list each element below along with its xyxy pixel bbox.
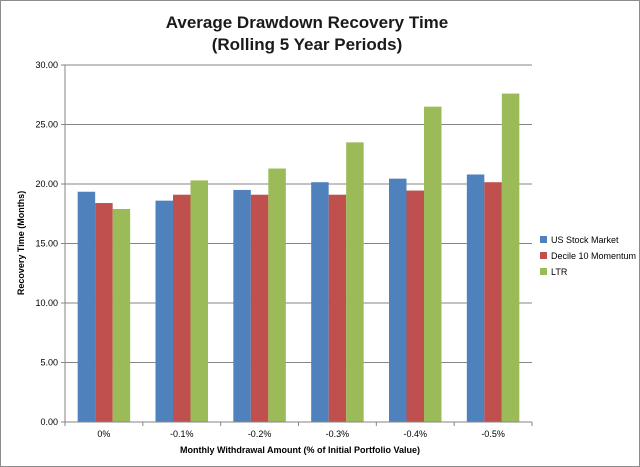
bar-decile-10-momentum-0: [95, 203, 113, 422]
bar-decile-10-momentum-5: [484, 182, 502, 422]
bars: [77, 93, 520, 423]
legend-swatch: [540, 236, 547, 243]
bar-decile-10-momentum-2: [250, 194, 269, 422]
y-tick-label: 20.00: [35, 179, 58, 189]
legend-label: LTR: [551, 267, 568, 277]
bar-ltr-0: [112, 208, 131, 422]
y-tick-labels: 0.00 5.00 10.00 15.00 20.00 25.00 30.00: [35, 60, 58, 427]
legend-label: Decile 10 Momentum: [551, 251, 636, 261]
chart-subtitle: (Rolling 5 Year Periods): [212, 35, 403, 54]
bar-us-stock-market-5: [466, 174, 485, 422]
bar-decile-10-momentum-3: [328, 194, 347, 422]
x-axis-title: Monthly Withdrawal Amount (% of Initial …: [180, 445, 420, 455]
axes: [61, 64, 533, 426]
gridlines: [65, 64, 532, 363]
y-tick-label: 15.00: [35, 239, 58, 249]
bar-ltr-4: [424, 106, 442, 423]
chart-title: Average Drawdown Recovery Time: [166, 13, 449, 32]
y-tick-label: 5.00: [40, 358, 58, 368]
bar-ltr-3: [346, 142, 364, 422]
bar-ltr-1: [190, 180, 208, 422]
bar-us-stock-market-4: [389, 178, 407, 422]
y-tick-label: 10.00: [35, 298, 58, 308]
x-tick-label: -0.4%: [403, 429, 427, 439]
legend-label: US Stock Market: [551, 235, 619, 245]
y-tick-label: 30.00: [35, 60, 58, 70]
x-tick-label: -0.1%: [170, 429, 194, 439]
x-tick-label: 0%: [97, 429, 110, 439]
bar-us-stock-market-0: [77, 191, 96, 422]
bar-us-stock-market-2: [233, 189, 251, 422]
bar-us-stock-market-3: [311, 182, 329, 422]
legend-swatch: [540, 252, 547, 259]
bar-ltr-2: [268, 168, 286, 422]
y-tick-label: 25.00: [35, 120, 58, 130]
y-tick-label: 0.00: [40, 417, 58, 427]
bar-us-stock-market-1: [155, 200, 173, 422]
x-tick-label: -0.5%: [481, 429, 505, 439]
y-axis-title: Recovery Time (Months): [16, 191, 26, 295]
bar-ltr-5: [501, 93, 520, 422]
legend-swatch: [540, 268, 547, 275]
x-tick-label: -0.2%: [248, 429, 272, 439]
bar-decile-10-momentum-4: [406, 190, 424, 422]
legend: US Stock Market Decile 10 Momentum LTR: [540, 235, 636, 277]
bar-decile-10-momentum-1: [173, 194, 191, 422]
x-tick-label: -0.3%: [326, 429, 350, 439]
x-tick-labels: 0% -0.1% -0.2% -0.3% -0.4% -0.5%: [97, 429, 504, 439]
